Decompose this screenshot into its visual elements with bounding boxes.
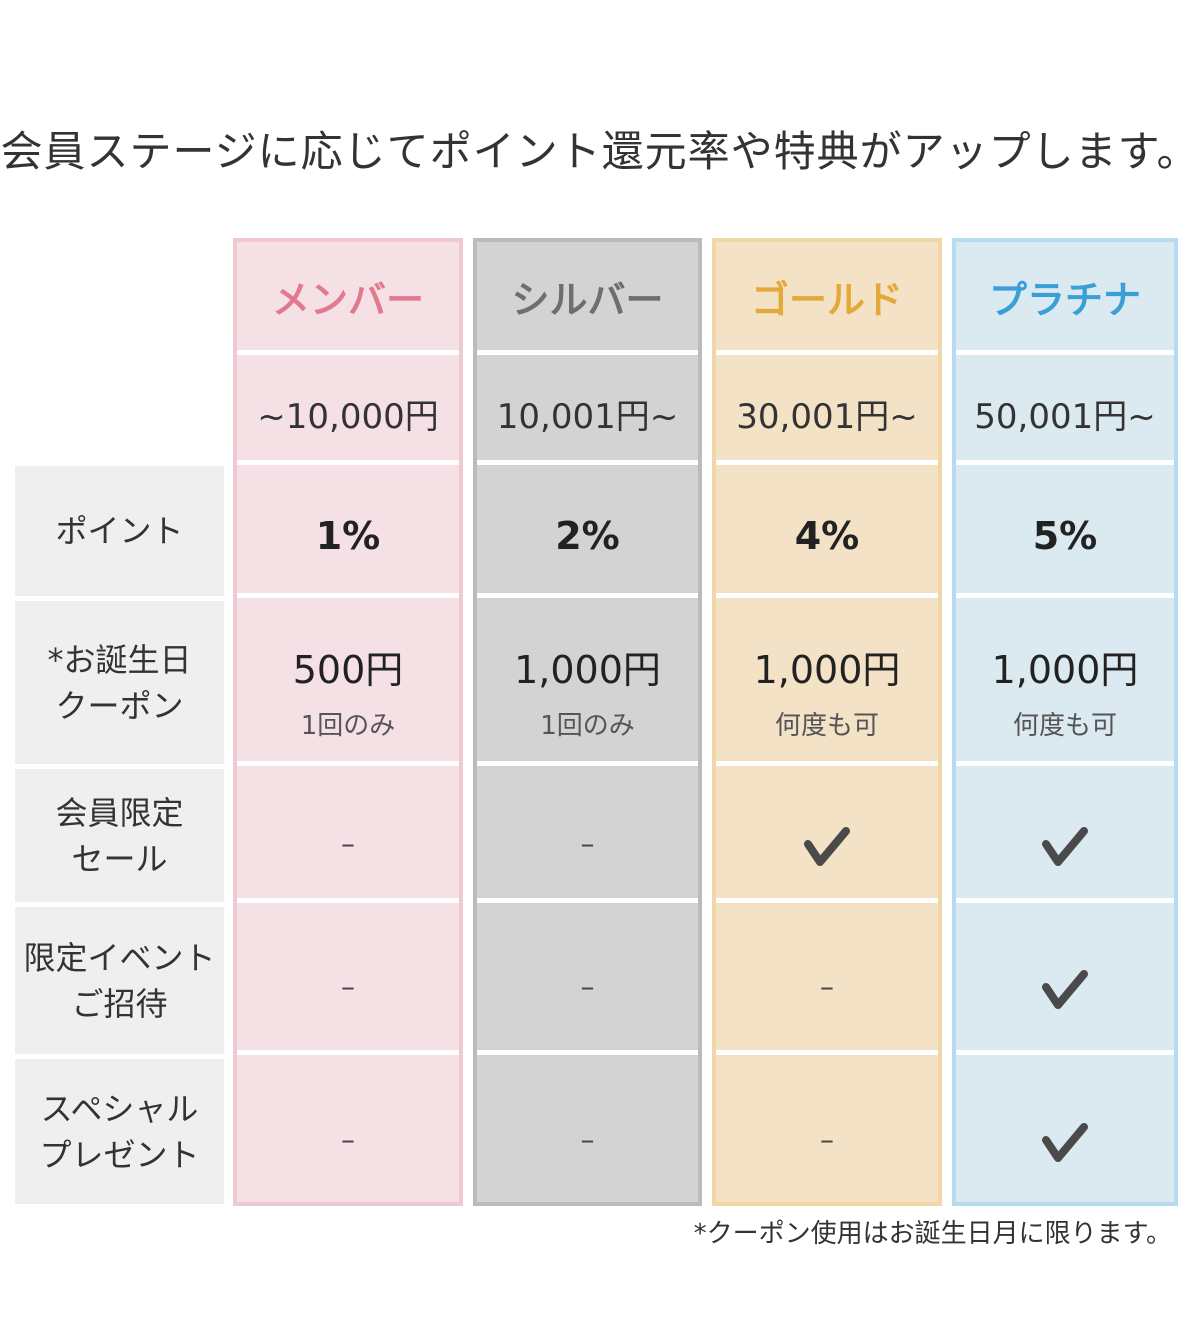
row-divider — [716, 593, 938, 598]
row-divider — [956, 1050, 1174, 1055]
row-label-point: ポイント — [15, 466, 224, 596]
event-invite-cell-member: – — [237, 967, 459, 1007]
member-sale-cell-gold — [716, 826, 938, 868]
row-label-special-present-text: スペシャル プレゼント — [39, 1089, 200, 1174]
special-present-cell-member: – — [237, 1120, 459, 1160]
row-label-special-present: スペシャル プレゼント — [15, 1059, 224, 1204]
row-label-member-sale: 会員限定 セール — [15, 769, 224, 902]
check-icon — [804, 827, 850, 866]
member-sale-cell-platinum — [956, 826, 1174, 868]
birthday-coupon-cell-gold: 1,000円何度も可 — [716, 644, 938, 746]
coupon-footnote: *クーポン使用はお誕生日月に限ります。 — [693, 1219, 1172, 1249]
point-rate-platinum: 5% — [1032, 514, 1098, 558]
birthday-coupon-cell-platinum: 1,000円何度も可 — [956, 644, 1174, 746]
tier-name-gold: ゴールド — [750, 278, 903, 322]
dash-mark: – — [341, 1123, 355, 1156]
event-invite-cell-gold: – — [716, 967, 938, 1007]
special-present-cell-gold: – — [716, 1120, 938, 1160]
tier-range-silver: 10,001円~ — [496, 397, 679, 437]
tier-range-platinum: 50,001円~ — [974, 397, 1156, 437]
row-divider — [716, 1050, 938, 1055]
row-label-event-invite-text: 限定イベント ご招待 — [23, 938, 216, 1023]
special-present-cell-platinum — [956, 1122, 1174, 1164]
member-sale-cell-silver: – — [477, 824, 698, 864]
row-label-point-text: ポイント — [55, 512, 184, 550]
row-divider — [956, 593, 1174, 598]
tier-column-gold: ゴールド 30,001円~ 4% 1,000円何度も可 – – — [712, 238, 942, 1206]
row-divider — [477, 898, 698, 903]
row-divider — [237, 593, 459, 598]
check-icon — [1042, 970, 1088, 1009]
tier-name-member: メンバー — [271, 278, 424, 322]
row-divider — [956, 460, 1174, 465]
coupon-amount-platinum: 1,000円 — [991, 648, 1139, 692]
check-icon — [1042, 1123, 1088, 1162]
dash-mark: – — [580, 827, 595, 860]
row-divider — [716, 350, 938, 355]
row-divider — [956, 761, 1174, 766]
tier-name-silver: シルバー — [511, 278, 664, 322]
row-divider — [477, 761, 698, 766]
dash-mark: – — [341, 827, 355, 860]
row-divider — [477, 460, 698, 465]
row-label-birthday-coupon: *お誕生日 クーポン — [15, 601, 224, 764]
dash-mark: – — [580, 1123, 595, 1156]
point-rate-member: 1% — [315, 514, 381, 558]
row-divider — [237, 898, 459, 903]
row-label-birthday-coupon-text: *お誕生日 クーポン — [47, 640, 192, 725]
row-divider — [237, 1050, 459, 1055]
row-divider — [477, 350, 698, 355]
row-divider — [237, 460, 459, 465]
dash-mark: – — [580, 970, 595, 1003]
coupon-note-gold: 何度も可 — [774, 711, 879, 741]
row-divider — [716, 761, 938, 766]
coupon-note-silver: 1回のみ — [540, 711, 635, 741]
tier-column-silver: シルバー 10,001円~ 2% 1,000円 1回のみ – – – — [473, 238, 702, 1206]
dash-mark: – — [820, 1123, 834, 1156]
event-invite-cell-platinum — [956, 969, 1174, 1011]
dash-mark: – — [341, 970, 355, 1003]
row-divider — [237, 761, 459, 766]
birthday-coupon-cell-silver: 1,000円 1回のみ — [477, 644, 698, 746]
row-divider — [956, 898, 1174, 903]
coupon-amount-gold: 1,000円 — [753, 648, 901, 692]
page-headline: 会員ステージに応じてポイント還元率や特典がアップします。 — [0, 127, 1200, 176]
tier-name-platinum: プラチナ — [988, 278, 1141, 322]
coupon-note-platinum: 何度も可 — [1012, 711, 1117, 741]
row-label-event-invite: 限定イベント ご招待 — [15, 907, 224, 1054]
row-divider — [716, 460, 938, 465]
check-icon — [1042, 827, 1088, 866]
event-invite-cell-silver: – — [477, 967, 698, 1007]
member-sale-cell-member: – — [237, 824, 459, 864]
row-divider — [477, 593, 698, 598]
tier-column-platinum: プラチナ 50,001円~ 5% 1,000円何度も可 — [952, 238, 1178, 1206]
coupon-note-member: 1回のみ — [300, 711, 396, 741]
birthday-coupon-cell-member: 500円 1回のみ — [237, 644, 459, 746]
row-divider — [956, 350, 1174, 355]
row-divider — [477, 1050, 698, 1055]
coupon-amount-member: 500円 — [292, 648, 404, 692]
coupon-amount-silver: 1,000円 — [514, 648, 661, 692]
point-rate-gold: 4% — [794, 514, 860, 558]
row-label-member-sale-text: 会員限定 セール — [55, 793, 184, 878]
dash-mark: – — [820, 970, 834, 1003]
tier-range-gold: 30,001円~ — [736, 397, 918, 437]
tier-range-member: ~10,000円 — [257, 397, 439, 437]
row-divider — [237, 350, 459, 355]
point-rate-silver: 2% — [555, 514, 620, 558]
tier-column-member: メンバー ~10,000円 1% 500円 1回のみ – – – — [233, 238, 463, 1206]
special-present-cell-silver: – — [477, 1120, 698, 1160]
row-divider — [716, 898, 938, 903]
